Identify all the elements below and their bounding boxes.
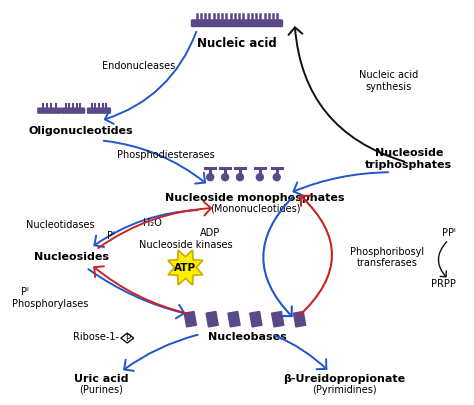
Text: ADP: ADP: [200, 228, 220, 238]
Text: Phosphodiesterases: Phosphodiesterases: [117, 150, 214, 160]
Circle shape: [273, 174, 280, 181]
Text: Nucleic acid: Nucleic acid: [197, 37, 277, 50]
Text: Endonucleases: Endonucleases: [102, 61, 175, 71]
Text: Nucleoside
triphosphates: Nucleoside triphosphates: [365, 148, 452, 170]
Text: PPᴵ: PPᴵ: [442, 228, 456, 238]
Text: PRPP: PRPP: [430, 279, 456, 290]
Text: (Mononucleotides): (Mononucleotides): [210, 204, 300, 214]
Circle shape: [222, 174, 228, 181]
Bar: [293, 311, 306, 327]
Bar: [206, 311, 218, 327]
Text: Pᴵ: Pᴵ: [107, 231, 115, 241]
Text: H₂O: H₂O: [143, 218, 162, 228]
FancyBboxPatch shape: [62, 108, 84, 113]
Polygon shape: [121, 333, 134, 343]
Text: Phosphoribosyl
transferases: Phosphoribosyl transferases: [350, 247, 424, 269]
Text: Nucleoside kinases: Nucleoside kinases: [138, 240, 232, 250]
Circle shape: [237, 174, 244, 181]
Text: Nucleoside monophosphates: Nucleoside monophosphates: [165, 193, 345, 203]
FancyBboxPatch shape: [88, 108, 110, 113]
Text: Ribose-1-: Ribose-1-: [73, 332, 119, 342]
Bar: [228, 311, 240, 327]
Circle shape: [256, 174, 264, 181]
Text: (Pyrimidines): (Pyrimidines): [312, 385, 376, 395]
Text: P: P: [125, 334, 130, 343]
Text: Nucleosides: Nucleosides: [34, 252, 109, 262]
Text: Oligonucleotides: Oligonucleotides: [29, 126, 133, 136]
Bar: [184, 311, 196, 327]
Polygon shape: [168, 250, 203, 285]
FancyBboxPatch shape: [191, 20, 283, 26]
Circle shape: [207, 174, 214, 181]
Text: Nucleic acid
synthesis: Nucleic acid synthesis: [359, 70, 419, 92]
Text: β-Ureidopropionate: β-Ureidopropionate: [283, 374, 405, 384]
Text: Pᴵ: Pᴵ: [21, 288, 29, 297]
Text: Uric acid: Uric acid: [73, 374, 128, 384]
Text: Nucleobases: Nucleobases: [208, 332, 286, 342]
Text: (Purines): (Purines): [79, 385, 123, 395]
FancyBboxPatch shape: [38, 108, 61, 113]
Bar: [272, 311, 284, 327]
Bar: [250, 311, 262, 327]
Text: ATP: ATP: [174, 262, 196, 273]
Text: Nucleotidases: Nucleotidases: [27, 220, 95, 230]
Text: Phosphorylases: Phosphorylases: [11, 299, 88, 309]
